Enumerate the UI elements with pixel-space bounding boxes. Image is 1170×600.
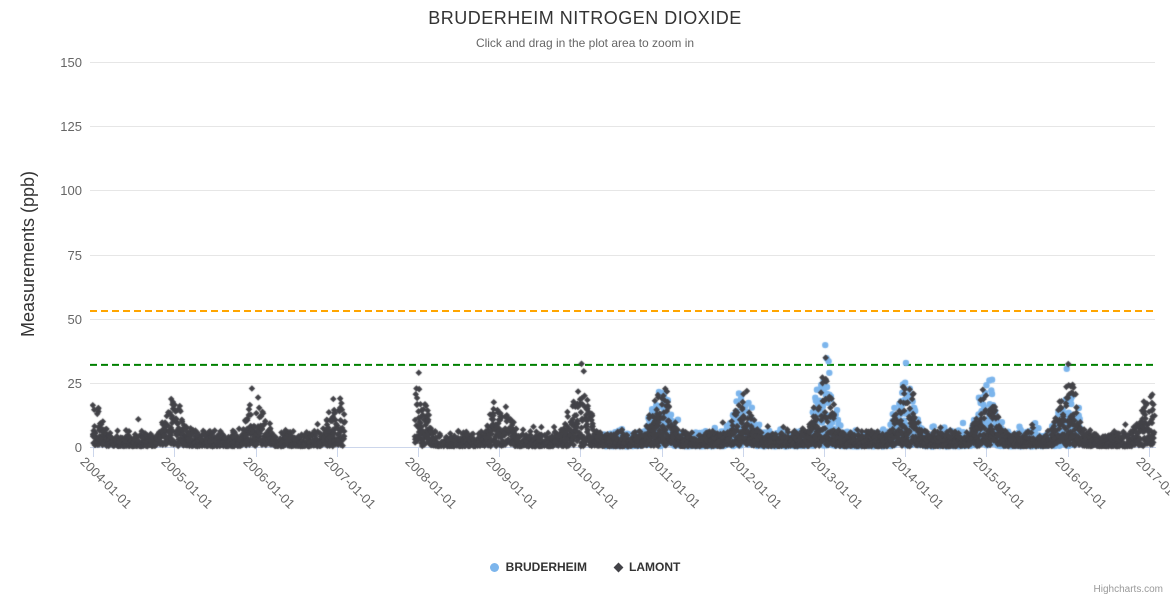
- circle-marker-icon: [489, 562, 499, 572]
- y-tick-label: 125: [60, 119, 82, 134]
- chart-title: BRUDERHEIM NITROGEN DIOXIDE: [428, 8, 742, 28]
- y-tick-label: 150: [60, 55, 82, 70]
- y-tick-label: 0: [74, 440, 82, 455]
- legend: BRUDERHEIM LAMONT: [0, 560, 1170, 574]
- y-tick-label: 25: [67, 376, 82, 391]
- legend-item-lamont[interactable]: LAMONT: [613, 560, 681, 574]
- legend-label-lamont: LAMONT: [629, 560, 681, 574]
- chart-subtitle: Click and drag in the plot area to zoom …: [475, 36, 695, 50]
- legend-item-bruderheim[interactable]: BRUDERHEIM: [489, 560, 587, 574]
- y-tick-label: 75: [67, 248, 82, 263]
- legend-label-bruderheim: BRUDERHEIM: [505, 560, 587, 574]
- diamond-marker-icon: [613, 562, 624, 572]
- y-tick-label: 100: [60, 183, 82, 198]
- highcharts-credit[interactable]: Highcharts.com: [1093, 584, 1163, 595]
- y-tick-label: 50: [67, 312, 82, 327]
